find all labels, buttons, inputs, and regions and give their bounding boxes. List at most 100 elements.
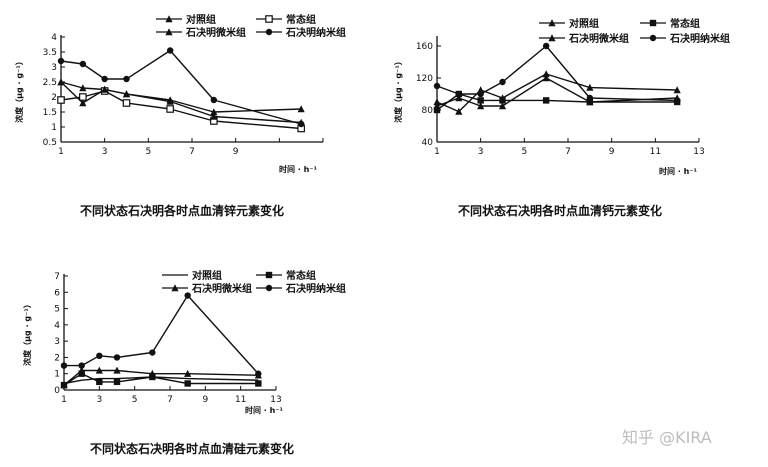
legend-label: 石决明微米组 [568, 32, 629, 45]
data-point [123, 75, 130, 83]
series-3 [433, 42, 681, 104]
data-point [113, 366, 121, 374]
series-0 [57, 78, 305, 116]
legend-label: 石决明纳米组 [285, 26, 346, 39]
legend-label: 石决明微米组 [185, 26, 246, 39]
data-point [101, 85, 109, 93]
y-tick-label: 6 [54, 288, 60, 298]
data-point [297, 105, 305, 113]
series-line [63, 376, 259, 385]
legend-marker [171, 284, 179, 292]
data-point [477, 90, 484, 98]
data-point [586, 94, 594, 102]
series-line [64, 294, 259, 375]
legend-marker [265, 28, 273, 36]
legend-entry: 石决明纳米组 [256, 282, 346, 295]
legend-marker [265, 271, 273, 279]
x-axis-label: 时间 · h⁻¹ [245, 405, 284, 415]
y-tick-label: 80 [422, 106, 434, 116]
series-line [436, 45, 678, 102]
legend-label: 对照组 [186, 13, 216, 26]
data-point [113, 378, 121, 386]
data-point [477, 97, 484, 104]
y-tick-label: 1 [54, 370, 60, 380]
data-point [499, 97, 506, 104]
watermark-text: 知乎 @KIRA [622, 428, 712, 447]
y-tick-label: 4 [51, 33, 57, 43]
legend-entry: 常态组 [256, 269, 316, 282]
data-point [184, 292, 191, 299]
legend-entry: 石决明微米组 [539, 32, 629, 45]
x-tick-label: 5 [521, 147, 527, 157]
data-point [673, 97, 681, 104]
data-point [95, 366, 103, 374]
data-point [149, 349, 156, 356]
x-tick-label: 1 [434, 147, 440, 157]
data-point [149, 373, 156, 381]
data-point [101, 75, 108, 83]
x-tick-label: 11 [650, 147, 661, 157]
series-line [436, 73, 678, 113]
x-tick-label: 1 [58, 147, 64, 157]
data-point [148, 369, 156, 377]
series-2 [57, 78, 305, 126]
legend-label: 常态组 [286, 13, 316, 26]
data-point [57, 57, 65, 65]
legend-marker [165, 15, 173, 23]
legend-marker [265, 15, 273, 23]
data-point [255, 370, 262, 377]
x-tick-label: 3 [96, 395, 102, 405]
data-point [433, 106, 441, 114]
x-tick-label: 9 [202, 395, 208, 405]
x-tick-label: 3 [478, 147, 484, 157]
x-tick-label: 13 [270, 395, 281, 405]
series-3 [60, 292, 262, 377]
data-point [166, 105, 174, 113]
legend-entry: 石决明纳米组 [256, 26, 346, 39]
y-axis-label: 浓度（μg · g⁻¹） [22, 300, 32, 366]
data-point [113, 354, 121, 361]
legend-marker [548, 19, 556, 27]
data-point [673, 86, 681, 94]
data-point [255, 380, 262, 387]
x-tick-label: 9 [609, 147, 615, 157]
data-point [433, 82, 441, 90]
data-point [79, 84, 87, 92]
data-point [455, 107, 463, 115]
y-tick-label: 40 [422, 138, 434, 148]
y-tick-label: 0.5 [43, 138, 57, 148]
data-point [60, 381, 68, 389]
data-point [498, 102, 507, 110]
data-point [477, 102, 485, 110]
x-tick-label: 7 [167, 395, 173, 405]
series-line [60, 81, 302, 113]
y-tick-label: 2 [54, 353, 60, 363]
legend-marker [165, 28, 173, 36]
series-3 [57, 47, 305, 128]
data-point [455, 94, 463, 102]
data-point [542, 70, 550, 78]
y-tick-label: 1 [51, 123, 57, 133]
y-axis-label: 浓度（μg · g⁻¹） [393, 57, 403, 123]
x-tick-label: 7 [189, 147, 195, 157]
data-point [78, 366, 86, 374]
data-point [210, 108, 218, 116]
x-tick-label: 5 [132, 395, 138, 405]
data-point [433, 102, 441, 110]
x-axis-label: 时间 · h⁻¹ [659, 166, 698, 176]
legend-label: 石决明纳米组 [285, 282, 346, 295]
data-point [184, 369, 192, 377]
legend-entry: 石决明微米组 [162, 282, 252, 295]
y-tick-label: 5 [54, 305, 60, 315]
chart-title-silicon: 不同状态石决明各时点血清硅元素变化 [90, 442, 295, 456]
x-tick-label: 1 [61, 395, 67, 405]
data-point [78, 362, 85, 369]
data-point [78, 370, 85, 377]
chart-zinc: 0.511.522.533.541 3 5 7 9时间 · h⁻¹浓度（μg · g⁻¹… [14, 13, 346, 174]
series-line [60, 49, 302, 125]
data-point [184, 380, 191, 387]
y-tick-label: 160 [416, 42, 433, 52]
legend-label: 常态组 [670, 17, 700, 30]
